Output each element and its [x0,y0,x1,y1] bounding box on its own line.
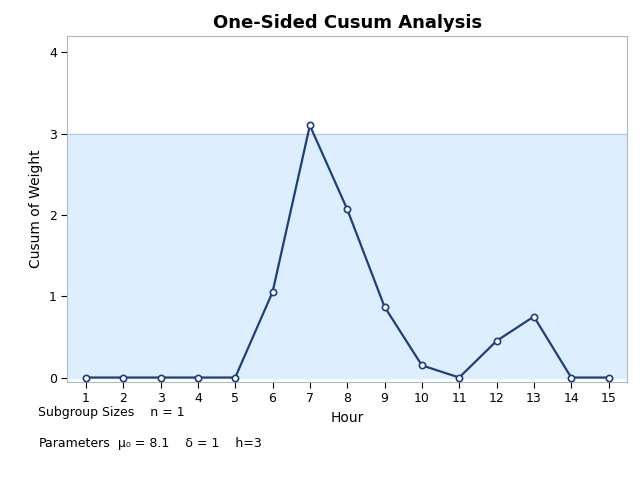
Bar [67,133,627,378]
Text: Parameters: Parameters [38,437,110,450]
X-axis label: Hour: Hour [330,410,364,425]
Text: Subgroup Sizes    n = 1: Subgroup Sizes n = 1 [38,406,185,419]
Text: μ₀ = 8.1    δ = 1    h=3: μ₀ = 8.1 δ = 1 h=3 [118,437,262,450]
Title: One-Sided Cusum Analysis: One-Sided Cusum Analysis [212,13,482,32]
Y-axis label: Cusum of Weight: Cusum of Weight [29,149,44,268]
